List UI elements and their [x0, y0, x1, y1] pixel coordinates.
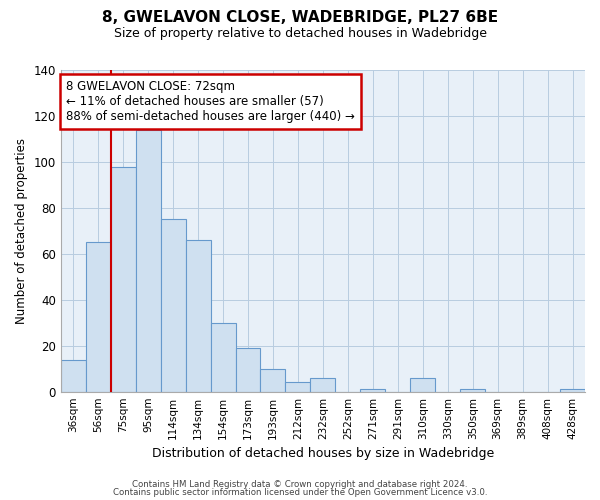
Bar [136, 130, 161, 392]
Bar [61, 360, 86, 392]
Text: 8, GWELAVON CLOSE, WADEBRIDGE, PL27 6BE: 8, GWELAVON CLOSE, WADEBRIDGE, PL27 6BE [102, 10, 498, 25]
Bar [286, 382, 310, 392]
Bar [310, 378, 335, 392]
Bar [185, 240, 211, 392]
Bar [460, 390, 485, 392]
Bar [260, 368, 286, 392]
Bar [86, 242, 111, 392]
Bar [211, 322, 236, 392]
Bar [161, 220, 185, 392]
Bar [111, 166, 136, 392]
Text: Size of property relative to detached houses in Wadebridge: Size of property relative to detached ho… [113, 28, 487, 40]
Text: Contains public sector information licensed under the Open Government Licence v3: Contains public sector information licen… [113, 488, 487, 497]
Bar [410, 378, 435, 392]
Bar [560, 390, 585, 392]
Bar [361, 390, 385, 392]
Y-axis label: Number of detached properties: Number of detached properties [15, 138, 28, 324]
Bar [236, 348, 260, 392]
Text: 8 GWELAVON CLOSE: 72sqm
← 11% of detached houses are smaller (57)
88% of semi-de: 8 GWELAVON CLOSE: 72sqm ← 11% of detache… [66, 80, 355, 122]
X-axis label: Distribution of detached houses by size in Wadebridge: Distribution of detached houses by size … [152, 447, 494, 460]
Text: Contains HM Land Registry data © Crown copyright and database right 2024.: Contains HM Land Registry data © Crown c… [132, 480, 468, 489]
